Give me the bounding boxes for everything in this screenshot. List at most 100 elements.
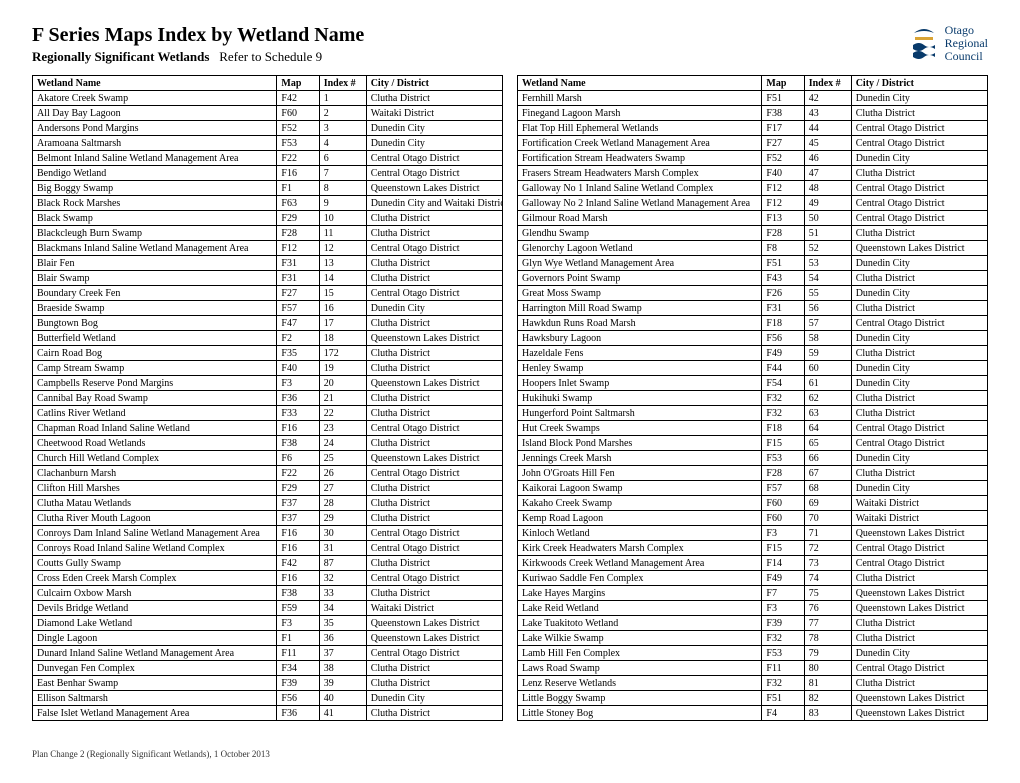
cell-map: F18: [762, 316, 804, 331]
cell-name: Dingle Lagoon: [33, 631, 277, 646]
table-row: Coutts Gully SwampF4287Clutha District: [33, 556, 503, 571]
cell-index: 68: [804, 481, 851, 496]
cell-index: 67: [804, 466, 851, 481]
cell-map: F53: [762, 646, 804, 661]
cell-city: Queenstown Lakes District: [851, 691, 987, 706]
table-row: Lake Reid WetlandF376Queenstown Lakes Di…: [518, 601, 988, 616]
table-row: Cairn Road BogF35172Clutha District: [33, 346, 503, 361]
table-row: Hawkdun Runs Road MarshF1857Central Otag…: [518, 316, 988, 331]
table-row: Dingle LagoonF136Queenstown Lakes Distri…: [33, 631, 503, 646]
cell-name: Fernhill Marsh: [518, 91, 762, 106]
cell-index: 61: [804, 376, 851, 391]
cell-index: 24: [319, 436, 366, 451]
table-row: Hawksbury LagoonF5658Dunedin City: [518, 331, 988, 346]
cell-map: F26: [762, 286, 804, 301]
cell-index: 69: [804, 496, 851, 511]
cell-map: F60: [277, 106, 319, 121]
table-row: Flat Top Hill Ephemeral WetlandsF1744Cen…: [518, 121, 988, 136]
table-row: Galloway No 1 Inland Saline Wetland Comp…: [518, 181, 988, 196]
col-header-index: Index #: [319, 76, 366, 91]
cell-city: Central Otago District: [851, 136, 987, 151]
cell-name: Lake Reid Wetland: [518, 601, 762, 616]
table-row: Church Hill Wetland ComplexF625Queenstow…: [33, 451, 503, 466]
cell-map: F17: [762, 121, 804, 136]
table-row: Fortification Creek Wetland Management A…: [518, 136, 988, 151]
cell-index: 17: [319, 316, 366, 331]
cell-city: Clutha District: [366, 391, 502, 406]
table-row: Blair FenF3113Clutha District: [33, 256, 503, 271]
cell-index: 8: [319, 181, 366, 196]
cell-map: F51: [762, 91, 804, 106]
cell-city: Waitaki District: [366, 106, 502, 121]
table-row: Lake Wilkie SwampF3278Clutha District: [518, 631, 988, 646]
cell-city: Clutha District: [366, 256, 502, 271]
cell-name: Culcairn Oxbow Marsh: [33, 586, 277, 601]
table-row: Laws Road SwampF1180Central Otago Distri…: [518, 661, 988, 676]
cell-map: F29: [277, 481, 319, 496]
cell-city: Central Otago District: [366, 541, 502, 556]
table-row: Blackmans Inland Saline Wetland Manageme…: [33, 241, 503, 256]
cell-map: F16: [277, 166, 319, 181]
cell-index: 76: [804, 601, 851, 616]
cell-index: 14: [319, 271, 366, 286]
cell-map: F18: [762, 421, 804, 436]
cell-name: Kirk Creek Headwaters Marsh Complex: [518, 541, 762, 556]
table-row: Black SwampF2910Clutha District: [33, 211, 503, 226]
table-row: Dunard Inland Saline Wetland Management …: [33, 646, 503, 661]
cell-city: Central Otago District: [851, 121, 987, 136]
cell-name: Lamb Hill Fen Complex: [518, 646, 762, 661]
logo-line-3: Council: [945, 50, 988, 63]
cell-index: 39: [319, 676, 366, 691]
cell-city: Clutha District: [366, 481, 502, 496]
cell-map: F6: [277, 451, 319, 466]
cell-name: Kuriwao Saddle Fen Complex: [518, 571, 762, 586]
cell-map: F52: [277, 121, 319, 136]
cell-name: Catlins River Wetland: [33, 406, 277, 421]
cell-city: Clutha District: [851, 631, 987, 646]
wetlands-table-right: Wetland Name Map Index # City / District…: [517, 75, 988, 721]
table-header-row: Wetland Name Map Index # City / District: [33, 76, 503, 91]
table-row: Cheetwood Road WetlandsF3824Clutha Distr…: [33, 436, 503, 451]
col-header-index: Index #: [804, 76, 851, 91]
cell-name: Laws Road Swamp: [518, 661, 762, 676]
cell-map: F8: [762, 241, 804, 256]
cell-city: Central Otago District: [366, 466, 502, 481]
table-row: Lake Tuakitoto WetlandF3977Clutha Distri…: [518, 616, 988, 631]
table-row: Kakaho Creek SwampF6069Waitaki District: [518, 496, 988, 511]
cell-city: Central Otago District: [851, 436, 987, 451]
cell-city: Queenstown Lakes District: [366, 181, 502, 196]
cell-index: 71: [804, 526, 851, 541]
cell-index: 20: [319, 376, 366, 391]
cell-index: 3: [319, 121, 366, 136]
cell-index: 66: [804, 451, 851, 466]
cell-name: Butterfield Wetland: [33, 331, 277, 346]
cell-name: Clutha Matau Wetlands: [33, 496, 277, 511]
table-row: Henley SwampF4460Dunedin City: [518, 361, 988, 376]
cell-name: Lenz Reserve Wetlands: [518, 676, 762, 691]
cell-name: Henley Swamp: [518, 361, 762, 376]
cell-name: Fortification Stream Headwaters Swamp: [518, 151, 762, 166]
table-row: Andersons Pond MarginsF523Dunedin City: [33, 121, 503, 136]
cell-map: F38: [277, 436, 319, 451]
cell-name: Jennings Creek Marsh: [518, 451, 762, 466]
cell-index: 58: [804, 331, 851, 346]
cell-index: 52: [804, 241, 851, 256]
cell-map: F37: [277, 511, 319, 526]
cell-map: F29: [277, 211, 319, 226]
cell-name: Little Stoney Bog: [518, 706, 762, 721]
cell-map: F3: [762, 526, 804, 541]
table-row: Cross Eden Creek Marsh ComplexF1632Centr…: [33, 571, 503, 586]
cell-city: Dunedin City: [366, 301, 502, 316]
cell-index: 46: [804, 151, 851, 166]
cell-map: F38: [277, 586, 319, 601]
cell-map: F34: [277, 661, 319, 676]
cell-city: Clutha District: [851, 346, 987, 361]
cell-map: F49: [762, 346, 804, 361]
cell-map: F11: [277, 646, 319, 661]
table-row: Finegand Lagoon MarshF3843Clutha Distric…: [518, 106, 988, 121]
cell-index: 28: [319, 496, 366, 511]
cell-map: F12: [762, 196, 804, 211]
cell-name: Kaikorai Lagoon Swamp: [518, 481, 762, 496]
cell-city: Clutha District: [851, 406, 987, 421]
cell-name: John O'Groats Hill Fen: [518, 466, 762, 481]
